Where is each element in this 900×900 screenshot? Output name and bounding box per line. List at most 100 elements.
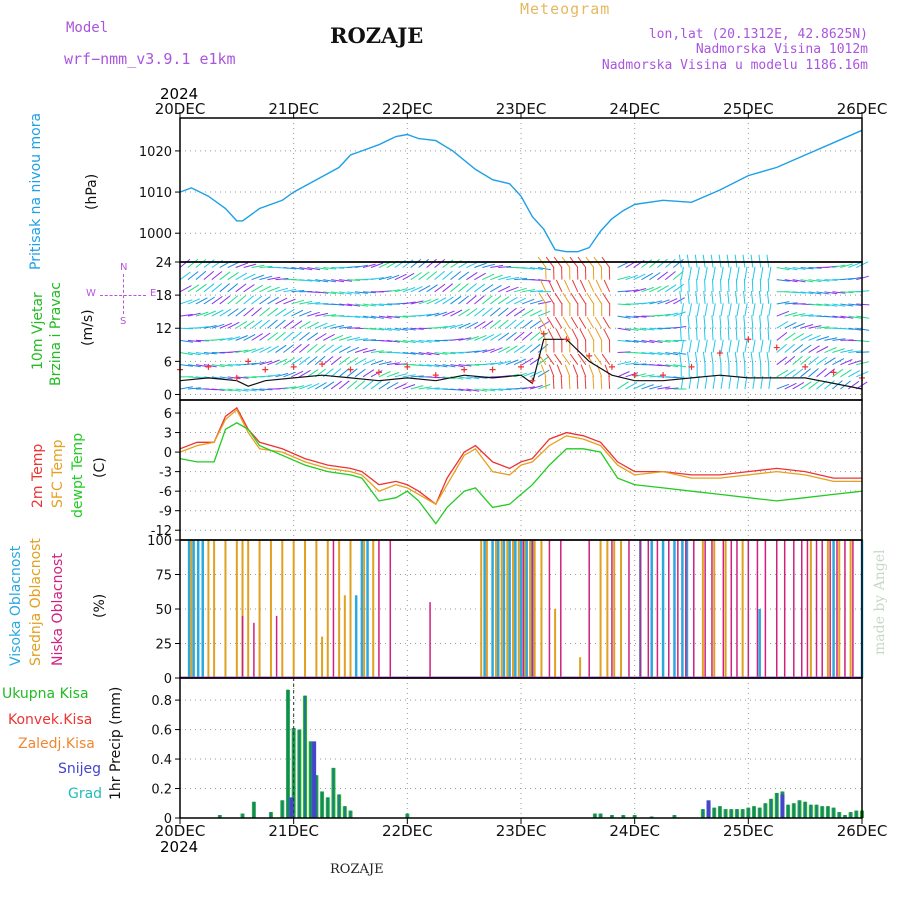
wind-barb (848, 360, 861, 366)
precip-grad-bar (781, 791, 784, 818)
wind-barb (759, 315, 762, 329)
wind-barb (750, 351, 754, 365)
wind-barb (537, 383, 551, 390)
wind-barb (727, 315, 730, 329)
wind-barb (322, 344, 335, 353)
wind-barb (513, 319, 525, 329)
wind-barb (694, 351, 698, 365)
wind-barb (569, 353, 579, 365)
wind-barb (687, 315, 690, 329)
wind-barb (649, 314, 663, 317)
wind-barb (497, 319, 509, 329)
wind-barb (490, 333, 502, 341)
wind-barb (530, 279, 544, 281)
wind-barb (211, 271, 223, 281)
wind-barb (394, 339, 408, 343)
wind-gust-marker (518, 363, 524, 370)
wind-barb (727, 278, 730, 292)
wind-barb (378, 361, 392, 366)
wind-barb (759, 327, 762, 341)
wind-barb (556, 364, 563, 377)
wind-barb (323, 291, 337, 295)
wind-barb (617, 339, 631, 343)
wind-barb (832, 315, 846, 319)
wind-barb (649, 364, 663, 367)
wind-barb (490, 347, 503, 353)
wind-barb (784, 382, 797, 390)
wind-barb (354, 368, 366, 378)
wind-barb (848, 327, 862, 331)
wind-barb (338, 335, 352, 341)
wind-barb (832, 291, 846, 294)
pressure-line (179, 129, 863, 253)
wind-barb (553, 353, 563, 365)
wind-barb (498, 285, 511, 293)
wind-barb (832, 338, 846, 341)
wind-gust-marker (773, 344, 780, 351)
wind-barb (362, 339, 377, 341)
wind-barb (267, 276, 281, 281)
wind-barb (521, 344, 533, 353)
wind-barb (251, 307, 262, 317)
wind-barb (410, 364, 424, 367)
precip-grad-bar (826, 806, 829, 818)
wind-gust-marker (660, 372, 667, 379)
wind-barb (649, 300, 663, 305)
wind-barb (497, 332, 510, 341)
wind-barb (243, 376, 257, 379)
panel-frame (179, 539, 863, 679)
wind-barb (458, 322, 471, 329)
wind-barb (482, 307, 493, 317)
wind-barb (505, 319, 517, 329)
wind-barb (259, 319, 270, 329)
precip-grad-bar (292, 728, 295, 818)
wind-barb (537, 256, 547, 268)
wind-barb (641, 272, 654, 281)
wind-barb (657, 271, 669, 281)
wind-barb (394, 259, 406, 268)
wind-barb (211, 283, 223, 293)
wind-barb (442, 283, 454, 293)
wind-barb (522, 386, 535, 390)
precip-grad-bar (315, 775, 318, 818)
wind-barb (275, 308, 287, 317)
wind-barb (792, 344, 804, 353)
wind-barb (203, 283, 215, 293)
wind-barb (386, 382, 399, 390)
wind-barb (758, 290, 762, 305)
wind-barb (179, 285, 192, 293)
wind-barb (291, 309, 304, 317)
wind-barb (529, 385, 543, 390)
wind-barb (734, 351, 738, 365)
wind-barb (625, 362, 639, 366)
wind-barb (594, 292, 603, 305)
wind-barb (426, 387, 440, 390)
y-tick-label: -9 (159, 505, 172, 520)
wind-barb (243, 320, 255, 329)
wind-barb (703, 327, 706, 341)
wind-barb (585, 353, 595, 365)
wind-barb (394, 288, 408, 293)
wind-barb (370, 359, 384, 366)
wind-barb (227, 308, 239, 317)
precip-grad-bar (724, 809, 727, 818)
wind-barb (696, 278, 698, 292)
wind-barb (187, 376, 201, 379)
wind-barb (687, 290, 690, 305)
wind-barb (299, 320, 311, 329)
wind-barb (768, 266, 772, 280)
wind-barb (482, 284, 494, 293)
wind-barb (530, 290, 544, 293)
wind-barb (727, 327, 730, 341)
wind-barb (712, 339, 716, 353)
wind-barb (291, 290, 305, 293)
wind-barb (649, 339, 663, 343)
x-tick-label-bottom: 23DEC (496, 822, 547, 840)
wind-barb (529, 356, 542, 366)
wind-barb (315, 322, 328, 329)
wind-barb (275, 297, 288, 305)
wind-barb (521, 308, 534, 317)
wind-barb (577, 256, 587, 268)
wind-barb (687, 327, 690, 341)
wind-barb (816, 291, 830, 295)
